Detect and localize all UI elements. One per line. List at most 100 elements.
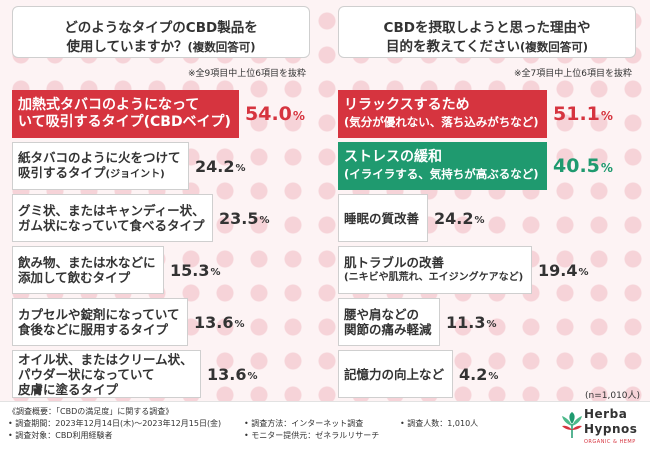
hemp-leaf-icon bbox=[562, 412, 582, 438]
bar-value-unit: % bbox=[600, 161, 613, 175]
bar-label-line: 添加して飲むタイプ bbox=[18, 270, 131, 285]
bar-value-unit: % bbox=[486, 318, 497, 330]
bar-value: 19.4% bbox=[538, 246, 589, 294]
bar-label-line: いて吸引するタイプ(CBDベイプ) bbox=[18, 114, 231, 130]
bar-value: 13.6% bbox=[207, 350, 258, 398]
bar-label-line: カプセルや錠剤になっていて bbox=[18, 307, 180, 322]
bar-label: 腰や肩などの 関節の痛み軽減 bbox=[344, 298, 432, 346]
bar-item: 飲み物、または水などに 添加して飲むタイプ 15.3% bbox=[12, 246, 310, 294]
bar-item: 紙タバコのように火をつけて 吸引するタイプ(ジョイント) 24.2% bbox=[12, 142, 310, 190]
question-box: どのようなタイプのCBD製品を 使用していますか？(複数回答可) bbox=[12, 6, 310, 58]
bar-label-line: ストレスの緩和 bbox=[344, 149, 442, 165]
bar-value: 15.3% bbox=[170, 246, 221, 294]
bar-label-line: 睡眠の質改善 bbox=[344, 210, 420, 226]
bar-label-line: 記憶力の向上など bbox=[344, 366, 445, 382]
bar-label-line: (CBDベイプ) bbox=[143, 114, 231, 130]
bar-fill bbox=[12, 90, 239, 138]
bar-value-number: 4.2 bbox=[459, 364, 488, 384]
bar-value: 4.2% bbox=[459, 350, 498, 398]
bar-fill bbox=[12, 298, 188, 346]
bar-value-unit: % bbox=[578, 266, 589, 278]
question-title-line-1: どのようなタイプのCBD製品を bbox=[64, 20, 258, 36]
bar-label-line: 腰や肩などの bbox=[344, 307, 420, 322]
bar-value-number: 23.5 bbox=[219, 208, 259, 228]
bar-value-number: 51.1 bbox=[553, 103, 600, 125]
bar-value-unit: % bbox=[292, 109, 305, 123]
bar-value: 13.6% bbox=[194, 298, 245, 346]
question-title-main: 使用していますか？ bbox=[66, 39, 188, 55]
bar-fill bbox=[12, 194, 213, 242]
bar-label-line: グミ状、またはキャンディー状、 bbox=[18, 203, 205, 218]
question-title-line-2: 使用していますか？(複数回答可) bbox=[13, 35, 309, 55]
bar-value: 40.5% bbox=[553, 142, 613, 190]
bar-label-line: 吸引するタイプ(ジョイント) bbox=[18, 165, 165, 180]
question-title-multi: (複数回答可) bbox=[187, 40, 256, 54]
logo-tagline: ORGANIC & HEMP bbox=[584, 439, 636, 445]
chart-panel-product-type: どのようなタイプのCBD製品を 使用していますか？(複数回答可) ※全9項目中上… bbox=[12, 6, 310, 398]
bar-value-unit: % bbox=[259, 214, 270, 226]
bar-value-number: 13.6 bbox=[207, 364, 247, 384]
bar-label: 記憶力の向上など bbox=[344, 350, 444, 398]
survey-method: • 調査方法：インターネット調査 bbox=[244, 419, 364, 428]
bar-value-number: 54.0 bbox=[245, 103, 292, 125]
bar-item: 腰や肩などの 関節の痛み軽減 11.3% bbox=[338, 298, 636, 346]
bar-fill bbox=[338, 194, 428, 242]
bar-label-line: 肌トラブルの改善 bbox=[344, 255, 445, 270]
bar-value-number: 24.2 bbox=[195, 156, 235, 176]
bar-label-line: (ニキビや肌荒れ、エイジングケアなど) bbox=[344, 272, 524, 283]
bar-label: 紙タバコのように火をつけて 吸引するタイプ(ジョイント) bbox=[18, 142, 181, 190]
bar-value-number: 13.6 bbox=[194, 312, 234, 332]
bar-value-number: 15.3 bbox=[170, 260, 210, 280]
bar-value-unit: % bbox=[247, 370, 258, 382]
bar-label-line: リラックスするため bbox=[344, 97, 470, 113]
bar-label-line: 皮膚に塗るタイプ bbox=[18, 381, 119, 397]
excerpt-note: ※全9項目中上位6項目を抜粋 bbox=[188, 69, 306, 79]
chart-panel-reason: CBDを摂取しようと思った理由や 目的を教えてください(複数回答可) ※全7項目… bbox=[338, 6, 636, 398]
bar-label: 睡眠の質改善 bbox=[344, 194, 419, 242]
bar-label-line: (イライラする、気持ちが高ぶるなど) bbox=[344, 167, 539, 181]
bar-label-line: 加熱式タバコのようになって bbox=[18, 97, 200, 113]
bar-item: 睡眠の質改善 24.2% bbox=[338, 194, 636, 242]
bar-value-unit: % bbox=[474, 214, 485, 226]
survey-count: • 調査人数：1,010人 bbox=[400, 419, 479, 428]
logo-word-1: Herba bbox=[584, 407, 628, 421]
bar-value-unit: % bbox=[234, 318, 245, 330]
question-title-line-1: CBDを摂取しようと思った理由や bbox=[383, 20, 591, 36]
bar-label-line: 紙タバコのように火をつけて bbox=[18, 150, 181, 165]
bar-item: オイル状、またはクリーム状、 パウダー状になっていて 皮膚に塗るタイプ 13.6% bbox=[12, 350, 310, 398]
survey-provider: • モニター提供元：ゼネラルリサーチ bbox=[244, 431, 380, 440]
question-title-main: 目的を教えてください bbox=[386, 39, 520, 55]
bar-value: 23.5% bbox=[219, 194, 270, 242]
bar-value-number: 40.5 bbox=[553, 155, 600, 177]
bar-item: 記憶力の向上など 4.2% bbox=[338, 350, 636, 398]
bar-fill bbox=[338, 90, 547, 138]
bar-item: 加熱式タバコのようになって いて吸引するタイプ(CBDベイプ) 54.0% bbox=[12, 90, 310, 138]
bar-label-line: 関節の痛み軽減 bbox=[344, 322, 432, 337]
bar-label: 飲み物、または水などに 添加して飲むタイプ bbox=[18, 246, 156, 294]
bar-value-number: 24.2 bbox=[434, 208, 474, 228]
bar-label-line: ガム状になっていて食べるタイプ bbox=[18, 218, 205, 233]
question-box: CBDを摂取しようと思った理由や 目的を教えてください(複数回答可) bbox=[338, 6, 636, 58]
survey-target: • 調査対象：CBD利用経験者 bbox=[8, 431, 113, 440]
survey-overview-title: 《調査概要：「CBDの満足度」に関する調査》 bbox=[8, 407, 174, 416]
bar-fill bbox=[12, 350, 201, 398]
bar-label-line: (気分が優れない、落ち込みがちなど) bbox=[344, 115, 539, 129]
sample-size-note: (n=1,010人) bbox=[585, 391, 641, 401]
bar-value-unit: % bbox=[600, 109, 613, 123]
brand-logo: Herba Hypnos ORGANIC & HEMP bbox=[560, 404, 650, 448]
bar-fill bbox=[338, 298, 440, 346]
bar-item: リラックスするため (気分が優れない、落ち込みがちなど) 51.1% bbox=[338, 90, 636, 138]
bar-label: ストレスの緩和 (イライラする、気持ちが高ぶるなど) bbox=[344, 142, 539, 190]
bar-label-line: パウダー状になっていて bbox=[18, 366, 155, 382]
bar-item: 肌トラブルの改善 (ニキビや肌荒れ、エイジングケアなど) 19.4% bbox=[338, 246, 636, 294]
bar-fill bbox=[12, 246, 164, 294]
bar-label-line: (ジョイント) bbox=[105, 169, 165, 180]
bar-value-unit: % bbox=[488, 370, 499, 382]
question-title-multi: (複数回答可) bbox=[519, 40, 588, 54]
bar-fill bbox=[12, 142, 189, 190]
bar-fill bbox=[338, 142, 547, 190]
bar-label-line: 食後などに服用するタイプ bbox=[18, 322, 169, 337]
bar-value: 11.3% bbox=[446, 298, 497, 346]
bar-item: ストレスの緩和 (イライラする、気持ちが高ぶるなど) 40.5% bbox=[338, 142, 636, 190]
bar-label: オイル状、またはクリーム状、 パウダー状になっていて 皮膚に塗るタイプ bbox=[18, 350, 193, 398]
